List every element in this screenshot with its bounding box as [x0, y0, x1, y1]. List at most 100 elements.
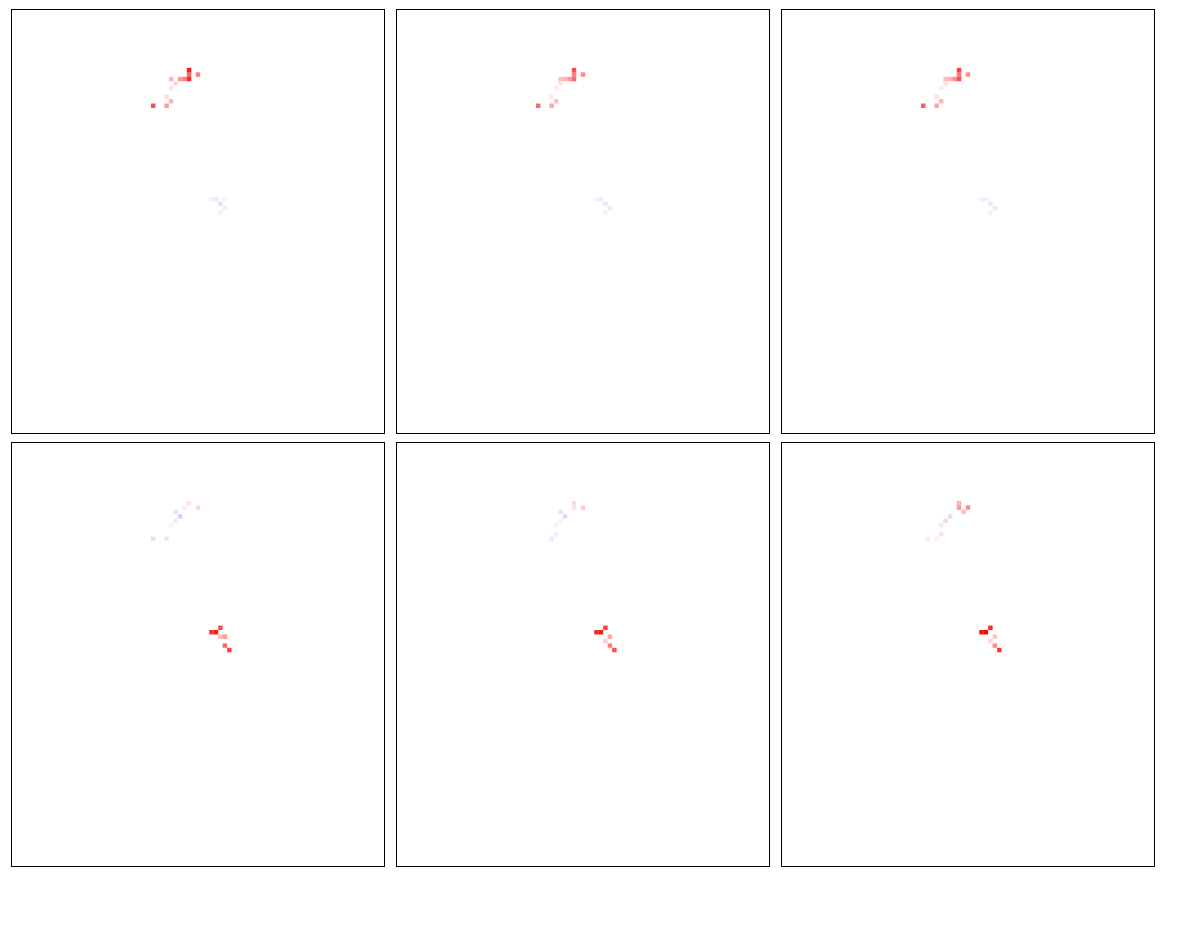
heatmap-cell — [979, 630, 984, 635]
heatmap-plot-5 — [549, 500, 617, 653]
heatmap-cell — [558, 509, 563, 515]
heatmap-cell — [164, 94, 169, 100]
heatmap-panel-3 — [781, 9, 1155, 434]
heatmap-cell — [925, 536, 930, 541]
heatmap-cell — [580, 505, 586, 510]
heatmap-cell — [549, 536, 554, 541]
heatmap-cell — [607, 634, 613, 639]
heatmap-cell — [603, 625, 608, 631]
heatmap-cell — [594, 197, 599, 202]
heatmap-plot-2 — [535, 67, 613, 215]
heatmap-cell — [983, 630, 989, 635]
heatmap-cell — [218, 625, 223, 631]
heatmap-cell — [150, 103, 156, 108]
heatmap-cell — [213, 630, 219, 635]
heatmap-cell — [164, 103, 169, 108]
heatmap-plot-1 — [150, 67, 228, 215]
heatmap-cell — [222, 205, 228, 211]
heatmap-cell — [938, 532, 944, 537]
heatmap-cell — [965, 505, 971, 510]
heatmap-cell — [227, 647, 232, 653]
heatmap-panel-5 — [396, 442, 770, 867]
heatmap-cell — [558, 81, 563, 86]
heatmap-cell — [992, 634, 998, 639]
heatmap-cell — [168, 85, 174, 91]
heatmap-cell — [168, 523, 174, 528]
heatmap-cell — [934, 103, 939, 108]
heatmap-cell — [553, 523, 559, 528]
heatmap-cell — [549, 103, 554, 108]
heatmap-cell — [920, 103, 926, 108]
heatmap-plot-4 — [150, 500, 232, 653]
heatmap-cell — [607, 205, 613, 211]
heatmap-cell — [988, 638, 993, 644]
heatmap-panel-1 — [11, 9, 385, 434]
heatmap-cell — [943, 81, 948, 86]
heatmap-cell — [934, 536, 939, 541]
heatmap-cell — [558, 76, 563, 82]
heatmap-cell — [186, 72, 192, 77]
heatmap-cell — [195, 72, 201, 77]
heatmap-cell — [218, 201, 223, 206]
heatmap-cell — [195, 505, 201, 510]
heatmap-panel-4 — [11, 442, 385, 867]
heatmap-cell — [562, 514, 568, 519]
heatmap-cell — [580, 72, 586, 77]
heatmap-cell — [571, 67, 577, 73]
heatmap-cell — [983, 197, 989, 202]
heatmap-cell — [947, 514, 953, 519]
heatmap-cell — [612, 647, 617, 653]
heatmap-cell — [594, 630, 599, 635]
heatmap-cell — [956, 67, 962, 73]
heatmap-cell — [553, 85, 559, 91]
heatmap-cell — [956, 72, 962, 77]
heatmap-cell — [598, 630, 604, 635]
heatmap-cell — [938, 99, 944, 104]
heatmap-cell — [209, 630, 214, 635]
heatmap-cell — [173, 518, 178, 524]
heatmap-cell — [553, 532, 559, 537]
heatmap-cell — [943, 76, 948, 82]
heatmap-cell — [186, 76, 192, 82]
heatmap-panel-2 — [396, 9, 770, 434]
heatmap-cell — [943, 518, 948, 524]
heatmap-cell — [173, 509, 178, 515]
heatmap-cell — [988, 201, 993, 206]
heatmap-cell — [177, 514, 183, 519]
heatmap-cell — [979, 197, 984, 202]
heatmap-cell — [222, 197, 228, 202]
heatmap-cell — [567, 76, 572, 82]
heatmap-cell — [603, 201, 608, 206]
heatmap-plot-6 — [925, 500, 1002, 653]
heatmap-cell — [992, 205, 998, 211]
heatmap-cell — [186, 67, 192, 73]
heatmap-cell — [952, 76, 957, 82]
heatmap-cell — [603, 638, 608, 644]
heatmap-cell — [553, 99, 559, 104]
heatmap-cell — [549, 94, 554, 100]
heatmap-cell — [182, 76, 187, 82]
heatmap-cell — [182, 505, 187, 510]
heatmap-cell — [992, 643, 998, 648]
heatmap-cell — [213, 197, 219, 202]
heatmap-cell — [571, 76, 577, 82]
heatmap-cell — [947, 76, 953, 82]
heatmap-cell — [168, 76, 174, 82]
heatmap-panel-6 — [781, 442, 1155, 867]
heatmap-cell — [934, 94, 939, 100]
heatmap-cell — [571, 505, 577, 510]
heatmap-cell — [961, 509, 966, 515]
heatmap-cell — [938, 523, 944, 528]
heatmap-cell — [988, 625, 993, 631]
heatmap-cell — [218, 634, 223, 639]
heatmap-cell — [222, 643, 228, 648]
heatmap-cell — [150, 536, 156, 541]
heatmap-cell — [164, 536, 169, 541]
heatmap-cell — [997, 647, 1002, 653]
heatmap-cell — [168, 99, 174, 104]
heatmap-cell — [938, 85, 944, 91]
heatmap-cell — [186, 500, 192, 506]
heatmap-cell — [956, 505, 962, 510]
heatmap-plot-3 — [920, 67, 998, 215]
